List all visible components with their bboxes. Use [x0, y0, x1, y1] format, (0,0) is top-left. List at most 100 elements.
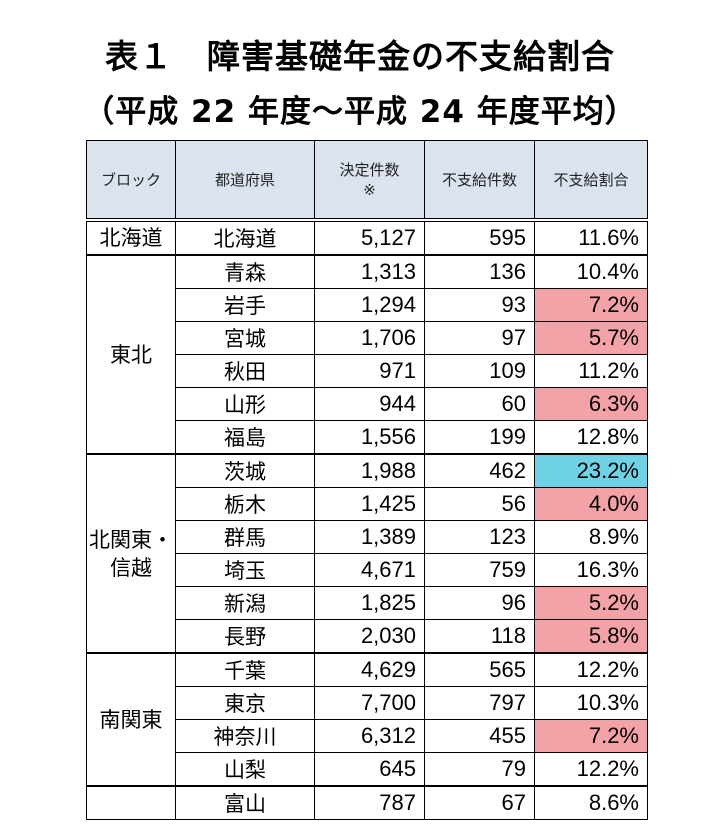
- table-row: 神奈川 6,312 455 7.2%: [87, 719, 648, 753]
- prefecture-cell: 埼玉: [175, 553, 315, 587]
- table-row: 岩手 1,294 93 7.2%: [87, 288, 648, 322]
- ratio-cell: 10.4%: [534, 254, 648, 289]
- prefecture-cell: 北海道: [175, 219, 315, 256]
- denials-cell: 56: [424, 487, 535, 521]
- prefecture-cell: 栃木: [175, 487, 315, 521]
- block-name: 南関東: [99, 707, 163, 732]
- ratio-cell: 8.9%: [534, 520, 648, 554]
- denials-cell: 462: [424, 453, 535, 488]
- prefecture-cell: 群馬: [175, 520, 315, 554]
- header-block: ブロック: [86, 140, 176, 221]
- prefecture-cell: 東京: [175, 686, 315, 720]
- ratio-cell: 16.3%: [534, 553, 648, 587]
- ratio-cell: 11.2%: [534, 354, 648, 388]
- decisions-cell: 944: [314, 387, 425, 421]
- decisions-cell: 1,556: [314, 420, 425, 455]
- table-row: 宮城 1,706 97 5.7%: [87, 321, 648, 355]
- header-ratio: 不支給割合: [534, 140, 648, 221]
- denials-cell: 60: [424, 387, 535, 421]
- ratio-cell: 8.6%: [534, 785, 648, 820]
- block-cell: 南関東: [86, 652, 176, 787]
- ratio-cell: 23.2%: [534, 453, 648, 488]
- ratio-cell: 12.8%: [534, 420, 648, 455]
- table-row: 北関東・ 信越 茨城 1,988 462 23.2%: [86, 453, 648, 654]
- table-row: 北海道 北海道 5,127 595 11.6%: [86, 219, 648, 256]
- decisions-cell: 1,313: [314, 254, 425, 289]
- table-row: 群馬 1,389 123 8.9%: [87, 520, 648, 554]
- table-row: 山形 944 60 6.3%: [87, 387, 648, 421]
- ratio-cell: 5.8%: [534, 619, 648, 654]
- denials-cell: 123: [424, 520, 535, 554]
- prefecture-cell: 秋田: [175, 354, 315, 388]
- decisions-cell: 787: [314, 785, 425, 820]
- denials-cell: 136: [424, 254, 535, 289]
- decisions-cell: 1,988: [314, 453, 425, 488]
- denials-cell: 93: [424, 288, 535, 322]
- prefecture-cell: 青森: [175, 254, 315, 289]
- decisions-cell: 645: [314, 752, 425, 787]
- table-row: 栃木 1,425 56 4.0%: [87, 487, 648, 521]
- decisions-cell: 4,629: [314, 652, 425, 687]
- table-row: 新潟 1,825 96 5.2%: [87, 586, 648, 620]
- block-name-line1: 北関東・: [89, 527, 173, 552]
- table-row: 山梨 645 79 12.2%: [87, 752, 648, 787]
- prefecture-cell: 宮城: [175, 321, 315, 355]
- denials-cell: 199: [424, 420, 535, 455]
- denials-cell: 109: [424, 354, 535, 388]
- block-name: 北海道: [99, 226, 163, 250]
- ratio-cell: 11.6%: [534, 219, 648, 256]
- block-name: 東北: [110, 342, 152, 367]
- denials-cell: 595: [424, 219, 535, 256]
- table-row: 埼玉 4,671 759 16.3%: [87, 553, 648, 587]
- prefecture-cell: 茨城: [175, 453, 315, 488]
- ratio-cell: 7.2%: [534, 288, 648, 322]
- ratio-cell: 12.2%: [534, 652, 648, 687]
- block-cell: 北海道: [86, 219, 176, 256]
- denials-cell: 79: [424, 752, 535, 787]
- decisions-cell: 2,030: [314, 619, 425, 654]
- decisions-cell: 1,389: [314, 520, 425, 554]
- prefecture-cell: 神奈川: [175, 719, 315, 753]
- header-denials: 不支給件数: [424, 140, 535, 221]
- block-name-line2: 信越: [110, 555, 152, 580]
- denials-cell: 118: [424, 619, 535, 654]
- prefecture-cell: 千葉: [175, 652, 315, 687]
- header-decisions: 決定件数 ※: [314, 140, 425, 221]
- decisions-cell: 1,425: [314, 487, 425, 521]
- denials-cell: 455: [424, 719, 535, 753]
- table-title: 表１ 障害基礎年金の不支給割合: [105, 37, 615, 76]
- decisions-cell: 4,671: [314, 553, 425, 587]
- ratio-cell: 5.7%: [534, 321, 648, 355]
- denials-cell: 565: [424, 652, 535, 687]
- prefecture-cell: 長野: [175, 619, 315, 654]
- header-row: ブロック 都道府県 決定件数 ※ 不支給件数 不支給割合: [86, 140, 648, 221]
- denials-cell: 797: [424, 686, 535, 720]
- decisions-cell: 5,127: [314, 219, 425, 256]
- prefecture-cell: 新潟: [175, 586, 315, 620]
- table-body: 北海道 北海道 5,127 595 11.6% 東北 青森 1,313 136 10.4% 岩手 1,…: [86, 219, 648, 820]
- denials-cell: 97: [424, 321, 535, 355]
- block-cell: 北関東・ 信越: [86, 453, 176, 654]
- decisions-cell: 7,700: [314, 686, 425, 720]
- table-row: 富山 787 67 8.6%: [86, 785, 648, 820]
- ratio-cell: 7.2%: [534, 719, 648, 753]
- block-cell: 東北: [86, 254, 176, 455]
- ratio-cell: 10.3%: [534, 686, 648, 720]
- table-row: 東北 青森 1,313 136 10.4%: [86, 254, 648, 455]
- header-decisions-label: 決定件数: [339, 160, 400, 179]
- header-prefecture: 都道府県: [175, 140, 315, 221]
- header-decisions-note: ※: [363, 180, 376, 199]
- table-subtitle: （平成 22 年度～平成 24 年度平均）: [83, 94, 637, 130]
- table-row: 福島 1,556 199 12.8%: [87, 420, 648, 455]
- prefecture-cell: 山梨: [175, 752, 315, 787]
- prefecture-cell: 富山: [175, 785, 315, 820]
- ratio-cell: 12.2%: [534, 752, 648, 787]
- decisions-cell: 1,825: [314, 586, 425, 620]
- prefecture-cell: 岩手: [175, 288, 315, 322]
- data-table: ブロック 都道府県 決定件数 ※ 不支給件数 不支給割合 北海道 北海道 5,127…: [86, 140, 648, 820]
- ratio-cell: 6.3%: [534, 387, 648, 421]
- decisions-cell: 1,294: [314, 288, 425, 322]
- ratio-cell: 5.2%: [534, 586, 648, 620]
- denials-cell: 67: [424, 785, 535, 820]
- prefecture-cell: 山形: [175, 387, 315, 421]
